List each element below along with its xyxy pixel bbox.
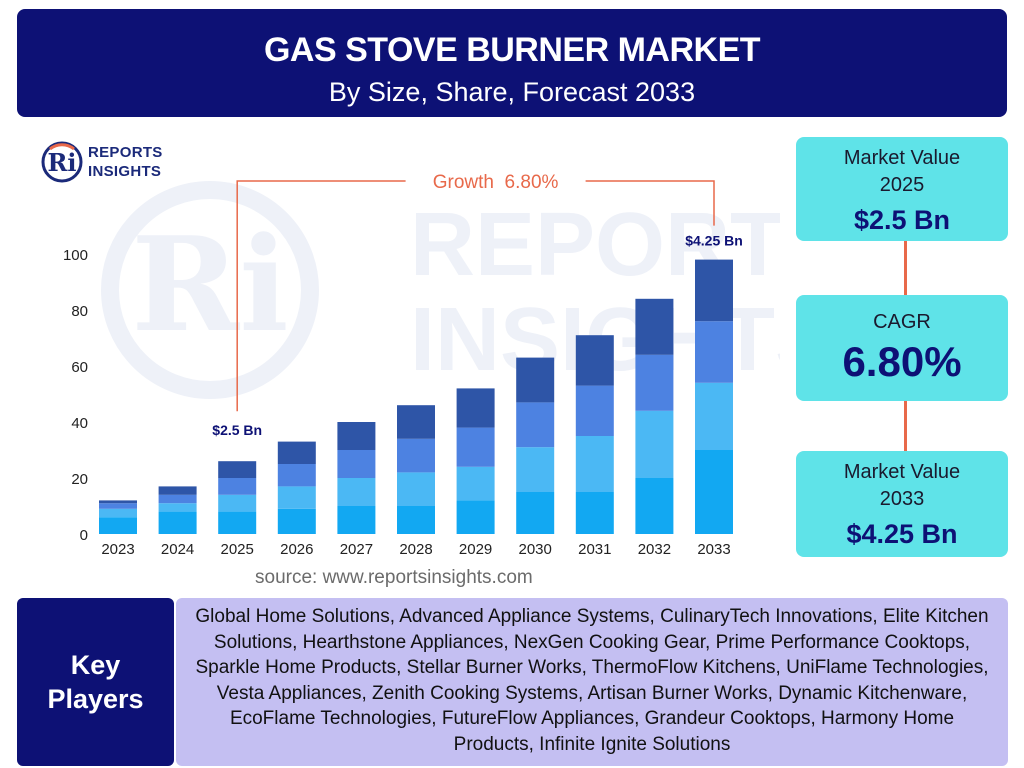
bar-segment	[218, 461, 257, 478]
x-tick-label: 2033	[697, 541, 730, 558]
bar-segment	[337, 506, 376, 534]
end-value-label: $4.25 Bn	[685, 233, 743, 249]
bar-segment	[218, 494, 257, 512]
logo-mark-icon: Ri	[41, 141, 83, 183]
x-tick-label: 2028	[399, 541, 432, 558]
bar-segment	[695, 259, 733, 322]
svg-text:INSIGHTS: INSIGHTS	[410, 290, 780, 390]
logo-line-1: REPORTS	[88, 144, 163, 161]
bar-segment	[99, 500, 137, 504]
x-axis: 2023 2024 2025 2026 2027 2028 2029 2030 2031 2032…	[101, 541, 730, 558]
bar-segment	[516, 447, 555, 492]
connector-line	[904, 401, 907, 451]
bar-segment	[158, 503, 197, 512]
bar-segment	[456, 388, 495, 428]
x-tick-label: 2030	[519, 541, 552, 558]
bar-segment	[397, 438, 435, 473]
bar-segment	[99, 503, 137, 509]
bar-segment	[635, 478, 674, 534]
start-value-label: $2.5 Bn	[212, 422, 262, 438]
market-value-2033-label: Market Value 2033	[843, 461, 961, 510]
bar-segment	[695, 321, 733, 383]
x-tick-label: 2026	[280, 541, 313, 558]
bars-group	[99, 259, 733, 534]
growth-bracket-right	[585, 180, 715, 226]
key-players-heading: Key Players	[47, 650, 144, 714]
y-tick-label: 0	[80, 527, 88, 544]
bar-segment	[456, 427, 495, 467]
watermark-logo: Ri REPORTS INSIGHTS	[100, 180, 845, 405]
bar-segment	[635, 298, 674, 355]
growth-bracket-left	[236, 180, 406, 412]
cagr-value: 6.80%	[842, 338, 962, 385]
market-value-2025-label: Market Value 2025	[843, 147, 961, 196]
cagr-label: CAGR	[873, 311, 931, 333]
bar-segment	[575, 492, 614, 534]
x-tick-label: 2027	[340, 541, 373, 558]
bar-segment	[277, 508, 316, 534]
bar-segment	[218, 478, 257, 495]
y-tick-label: 80	[71, 303, 88, 320]
bar-segment	[695, 450, 733, 534]
bar-segment	[397, 405, 435, 439]
bar-segment	[635, 410, 674, 478]
x-tick-label: 2025	[221, 541, 254, 558]
bar-segment	[456, 466, 495, 501]
bar-segment	[397, 506, 435, 534]
x-tick-label: 2031	[578, 541, 611, 558]
brand-logo: Ri REPORTS INSIGHTS	[40, 140, 210, 184]
bar-segment	[516, 357, 555, 403]
bar-segment	[99, 508, 137, 518]
bar-segment	[277, 486, 316, 509]
x-tick-label: 2024	[161, 541, 194, 558]
bar-segment	[158, 494, 197, 504]
bar-segment	[158, 511, 197, 534]
key-players-heading-box: Key Players	[17, 598, 174, 766]
annotations: $2.5 Bn $4.25 Bn Growth 6.80%	[212, 172, 743, 438]
x-tick-label: 2029	[459, 541, 492, 558]
bar-segment	[337, 422, 376, 450]
bar-segment	[99, 517, 137, 534]
market-value-2025: $2.5 Bn	[853, 205, 951, 235]
bar-segment	[277, 464, 316, 487]
market-value-2033: $4.25 Bn	[846, 519, 958, 549]
source-note: source: www.reportsinsights.com	[255, 567, 533, 588]
bar-segment	[337, 450, 376, 478]
x-tick-label: 2032	[638, 541, 671, 558]
bar-segment	[456, 500, 495, 534]
bar-segment	[635, 354, 674, 411]
bar-segment	[337, 478, 376, 506]
y-axis: 0 20 40 60 80 100	[63, 247, 88, 544]
bar-segment	[575, 436, 614, 492]
svg-text:REPORTS: REPORTS	[410, 195, 780, 295]
key-players-list: Global Home Solutions, Advanced Applianc…	[176, 598, 1008, 766]
bar-segment	[516, 402, 555, 448]
bar-segment	[158, 486, 197, 495]
market-value-2025-card: Market Value 2025 $2.5 Bn	[796, 137, 1008, 241]
y-tick-label: 60	[71, 359, 88, 376]
bar-segment	[575, 385, 614, 436]
svg-text:Ri: Ri	[47, 148, 76, 177]
y-tick-label: 20	[71, 471, 88, 488]
svg-text:Ri: Ri	[131, 208, 288, 361]
bar-segment	[397, 472, 435, 506]
cagr-card: CAGR 6.80%	[796, 295, 1008, 401]
y-tick-label: 40	[71, 415, 88, 432]
connector-line	[904, 241, 907, 295]
bar-segment	[575, 335, 614, 386]
page-subtitle: By Size, Share, Forecast 2033	[328, 77, 696, 107]
market-value-2033-card: Market Value 2033 $4.25 Bn	[796, 451, 1008, 557]
logo-wordmark: REPORTS INSIGHTS	[88, 143, 163, 181]
page-title: GAS STOVE BURNER MARKET	[263, 31, 761, 69]
logo-line-2: INSIGHTS	[88, 163, 162, 180]
bar-segment	[695, 382, 733, 450]
x-tick-label: 2023	[101, 541, 134, 558]
bar-segment	[218, 511, 257, 534]
bar-segment	[277, 441, 316, 464]
header-banner: GAS STOVE BURNER MARKET By Size, Share, …	[17, 9, 1007, 117]
bar-segment	[516, 492, 555, 534]
growth-label: Growth 6.80%	[433, 172, 559, 193]
y-tick-label: 100	[63, 247, 88, 264]
